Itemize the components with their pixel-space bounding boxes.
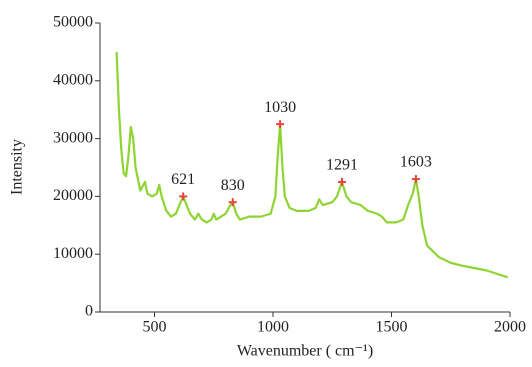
y-tick-label: 40000 (53, 71, 93, 88)
y-tick-label: 20000 (53, 187, 93, 204)
peak-marker (228, 198, 237, 207)
peak-marker (276, 120, 285, 129)
peak-marker (179, 192, 188, 201)
peak-label: 621 (171, 171, 195, 188)
peak-marker (411, 175, 420, 184)
y-tick-label: 10000 (53, 245, 93, 262)
peak-label: 1030 (264, 99, 296, 116)
spectrum-line (115, 51, 508, 279)
peak-label: 1291 (326, 157, 358, 174)
y-tick-label: 30000 (53, 129, 93, 146)
x-tick-label: 2000 (494, 319, 526, 336)
y-axis-label: Intensity (9, 139, 26, 195)
y-tick-label: 0 (85, 303, 93, 320)
x-axis-label: Wavenumber ( cm⁻¹) (237, 343, 373, 360)
x-tick-label: 1000 (257, 319, 289, 336)
peak-label: 1603 (400, 154, 432, 171)
x-tick-label: 1500 (376, 319, 408, 336)
peak-label: 830 (221, 177, 245, 194)
peak-marker (337, 177, 346, 186)
x-tick-label: 500 (143, 319, 167, 336)
y-tick-label: 50000 (53, 14, 93, 31)
